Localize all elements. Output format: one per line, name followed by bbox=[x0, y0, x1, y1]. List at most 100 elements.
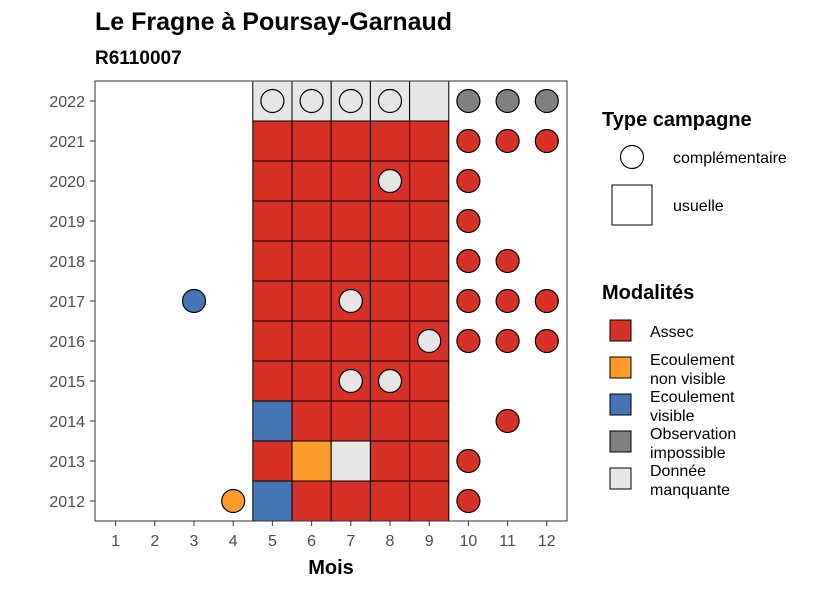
data-point bbox=[377, 368, 403, 394]
legend-type-label: complémentaire bbox=[673, 150, 787, 167]
data-point bbox=[495, 408, 520, 434]
legend-modalite-label: Ecoulement visible bbox=[650, 389, 735, 425]
heatmap-cell bbox=[291, 200, 332, 242]
complementary-points bbox=[181, 88, 559, 514]
heatmap-cell bbox=[369, 440, 411, 482]
data-point bbox=[456, 208, 481, 234]
heatmap-cell bbox=[252, 440, 293, 482]
heatmap-cell bbox=[330, 240, 371, 282]
legend-swatch bbox=[609, 430, 632, 453]
chart-subtitle: R6110007 bbox=[95, 48, 182, 69]
heatmap-cell bbox=[409, 120, 450, 162]
heatmap-cells bbox=[252, 80, 450, 522]
legend-modalites-title: Modalités bbox=[602, 282, 694, 304]
legend-modalite-label: Ecoulement non visible bbox=[650, 352, 735, 388]
heatmap-cell bbox=[409, 480, 450, 522]
data-point bbox=[299, 88, 324, 114]
x-tick-label: 3 bbox=[190, 533, 199, 550]
data-point bbox=[338, 288, 363, 314]
data-point bbox=[338, 88, 363, 114]
heatmap-cell bbox=[252, 360, 293, 402]
heatmap-cell bbox=[369, 400, 411, 442]
heatmap-cell bbox=[291, 160, 332, 202]
y-tick-label: 2021 bbox=[49, 134, 85, 151]
y-tick-label: 2018 bbox=[49, 254, 85, 271]
heatmap-cell bbox=[409, 160, 450, 202]
x-axis-title: Mois bbox=[308, 557, 354, 579]
x-tick-label: 5 bbox=[268, 533, 277, 550]
heatmap-cell bbox=[330, 200, 371, 242]
x-tick-label: 6 bbox=[307, 533, 316, 550]
heatmap-cell bbox=[369, 280, 411, 322]
x-tick-label: 4 bbox=[229, 533, 238, 550]
heatmap-cell bbox=[330, 320, 371, 362]
chart-title: Le Fragne à Poursay-Garnaud bbox=[95, 8, 452, 36]
data-point bbox=[534, 128, 559, 154]
heatmap-cell bbox=[330, 400, 371, 442]
y-tick-label: 2019 bbox=[49, 214, 85, 231]
heatmap-cell bbox=[409, 360, 450, 402]
legend-swatch bbox=[609, 393, 632, 416]
legend-modalite-label: Donnée manquante bbox=[650, 463, 730, 499]
heatmap-cell bbox=[291, 280, 332, 322]
y-tick-label: 2017 bbox=[49, 294, 85, 311]
heatmap-cell bbox=[330, 160, 371, 202]
data-point bbox=[495, 288, 520, 314]
data-point bbox=[456, 448, 481, 474]
heatmap-cell bbox=[252, 240, 293, 282]
heatmap-cell bbox=[330, 120, 371, 162]
data-point bbox=[495, 328, 520, 354]
heatmap-cell bbox=[409, 400, 450, 442]
legend-type-campagne: Type campagne complémentaire usuelle bbox=[602, 109, 787, 226]
data-point bbox=[534, 88, 559, 114]
data-point bbox=[260, 88, 285, 114]
heatmap-cell bbox=[409, 320, 450, 362]
heatmap-cell bbox=[409, 440, 450, 482]
x-tick-label: 2 bbox=[150, 533, 159, 550]
data-point bbox=[181, 288, 207, 314]
legend-square-key bbox=[611, 184, 653, 226]
x-tick-label: 8 bbox=[386, 533, 395, 550]
x-tick-label: 12 bbox=[538, 533, 556, 550]
data-point bbox=[456, 488, 481, 514]
data-point bbox=[534, 288, 559, 314]
heatmap-cell bbox=[252, 280, 293, 322]
heatmap-cell bbox=[409, 200, 450, 242]
data-point bbox=[456, 328, 481, 354]
heatmap-cell bbox=[291, 360, 332, 402]
x-tick-label: 7 bbox=[346, 533, 355, 550]
data-point bbox=[495, 128, 520, 154]
legend-modalite-label: Observation impossible bbox=[650, 426, 736, 462]
y-tick-label: 2022 bbox=[49, 94, 85, 111]
data-point bbox=[495, 248, 520, 274]
legend-modalite-label: Assec bbox=[650, 324, 694, 341]
data-point bbox=[456, 288, 481, 314]
data-point bbox=[495, 88, 520, 114]
data-point bbox=[456, 168, 481, 194]
heatmap-cell bbox=[369, 240, 411, 282]
heatmap-cell bbox=[369, 120, 411, 162]
heatmap-cell bbox=[291, 240, 332, 282]
heatmap-cell bbox=[252, 200, 293, 242]
legend-modalites: Modalités Assec Ecoulement non visibleEcou… bbox=[602, 282, 736, 499]
data-point bbox=[456, 248, 481, 274]
heatmap-cell bbox=[330, 440, 371, 482]
data-point bbox=[456, 88, 481, 114]
heatmap-cell bbox=[291, 400, 332, 442]
y-tick-label: 2012 bbox=[49, 494, 85, 511]
data-point bbox=[377, 88, 403, 114]
heatmap-cell bbox=[409, 80, 450, 122]
heatmap-cell bbox=[409, 240, 450, 282]
heatmap-cell bbox=[291, 480, 332, 522]
heatmap-cell bbox=[252, 400, 293, 442]
legend-swatch bbox=[609, 319, 632, 342]
legend-type-title: Type campagne bbox=[602, 109, 752, 131]
heatmap-cell bbox=[291, 120, 332, 162]
heatmap-cell bbox=[291, 440, 332, 482]
heatmap-cell bbox=[252, 160, 293, 202]
data-point bbox=[417, 328, 442, 354]
x-tick-label: 10 bbox=[460, 533, 478, 550]
heatmap-cell bbox=[369, 320, 411, 362]
legend-swatch bbox=[609, 356, 632, 379]
data-point bbox=[221, 488, 246, 514]
